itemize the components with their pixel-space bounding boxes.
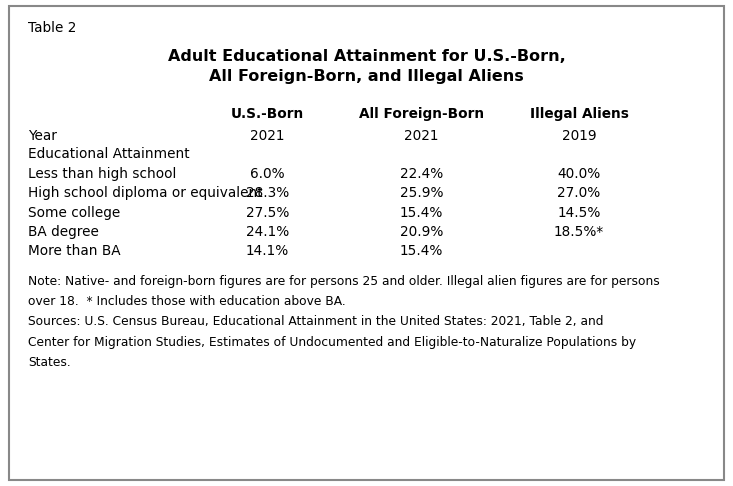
- Text: Illegal Aliens: Illegal Aliens: [530, 107, 628, 121]
- Text: Center for Migration Studies, Estimates of Undocumented and Eligible-to-Naturali: Center for Migration Studies, Estimates …: [28, 336, 636, 349]
- Text: 24.1%: 24.1%: [246, 225, 290, 239]
- Text: 2019: 2019: [561, 129, 597, 143]
- Text: 14.5%: 14.5%: [557, 206, 601, 220]
- Text: 2021: 2021: [404, 129, 439, 143]
- Text: 27.5%: 27.5%: [246, 206, 290, 220]
- Text: U.S.-Born: U.S.-Born: [231, 107, 304, 121]
- Text: BA degree: BA degree: [28, 225, 99, 239]
- Text: Educational Attainment: Educational Attainment: [28, 147, 189, 161]
- Text: over 18.  * Includes those with education above BA.: over 18. * Includes those with education…: [28, 295, 345, 308]
- Text: 25.9%: 25.9%: [399, 186, 443, 200]
- Text: 6.0%: 6.0%: [250, 167, 285, 181]
- Text: Note: Native- and foreign-born figures are for persons 25 and older. Illegal ali: Note: Native- and foreign-born figures a…: [28, 275, 660, 288]
- Text: States.: States.: [28, 356, 70, 369]
- Text: 22.4%: 22.4%: [399, 167, 443, 181]
- Text: 28.3%: 28.3%: [246, 186, 290, 200]
- Text: Sources: U.S. Census Bureau, Educational Attainment in the United States: 2021, : Sources: U.S. Census Bureau, Educational…: [28, 315, 603, 329]
- Text: All Foreign-Born, and Illegal Aliens: All Foreign-Born, and Illegal Aliens: [209, 69, 524, 84]
- Text: 20.9%: 20.9%: [399, 225, 443, 239]
- Text: 15.4%: 15.4%: [399, 206, 443, 220]
- Text: High school diploma or equivalent: High school diploma or equivalent: [28, 186, 262, 200]
- Text: Some college: Some college: [28, 206, 120, 220]
- Text: Less than high school: Less than high school: [28, 167, 176, 181]
- Text: Table 2: Table 2: [28, 21, 76, 35]
- Text: 40.0%: 40.0%: [557, 167, 601, 181]
- Text: 15.4%: 15.4%: [399, 244, 443, 259]
- Text: 2021: 2021: [250, 129, 285, 143]
- Text: More than BA: More than BA: [28, 244, 120, 259]
- Text: 27.0%: 27.0%: [557, 186, 601, 200]
- Text: 18.5%*: 18.5%*: [554, 225, 604, 239]
- Text: 14.1%: 14.1%: [246, 244, 290, 259]
- Text: Adult Educational Attainment for U.S.-Born,: Adult Educational Attainment for U.S.-Bo…: [168, 49, 565, 64]
- Text: All Foreign-Born: All Foreign-Born: [359, 107, 484, 121]
- Text: Year: Year: [28, 129, 56, 143]
